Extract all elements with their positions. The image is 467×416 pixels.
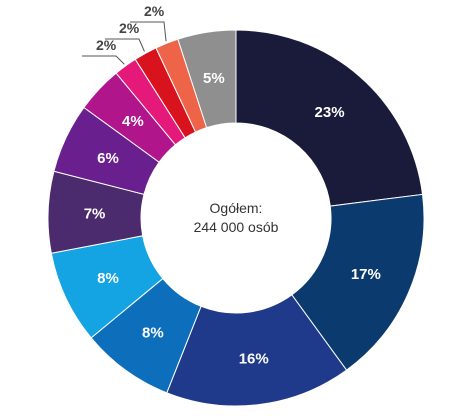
slices-layer — [47, 29, 425, 407]
slice-label-12: 5% — [203, 70, 225, 87]
slice-label-7: 6% — [97, 150, 119, 167]
slice-label-11: 2% — [144, 3, 165, 19]
pie-slice-2 — [291, 193, 425, 371]
labels-layer: 23%17%16%8%8%7%6%4%2%2%2%5% — [82, 3, 381, 367]
leader-line-11 — [130, 21, 167, 42]
slice-label-8: 4% — [122, 113, 144, 130]
pie-slice-12 — [177, 29, 237, 129]
leader-line-9 — [82, 55, 125, 65]
slice-label-9: 2% — [96, 37, 117, 53]
slice-label-4: 8% — [142, 324, 164, 341]
slice-label-6: 7% — [84, 206, 106, 223]
slice-label-5: 8% — [97, 270, 119, 287]
slice-label-1: 23% — [315, 104, 345, 121]
leader-line-10 — [105, 38, 145, 52]
center-label-line-1: Ogółem: — [210, 200, 263, 216]
pie-slice-1 — [235, 29, 424, 207]
slice-label-2: 17% — [351, 266, 381, 283]
slice-label-10: 2% — [119, 20, 140, 36]
center-label-line-2: 244 000 osób — [194, 219, 279, 235]
slice-label-3: 16% — [239, 350, 269, 367]
pie-slice-3 — [166, 294, 348, 407]
